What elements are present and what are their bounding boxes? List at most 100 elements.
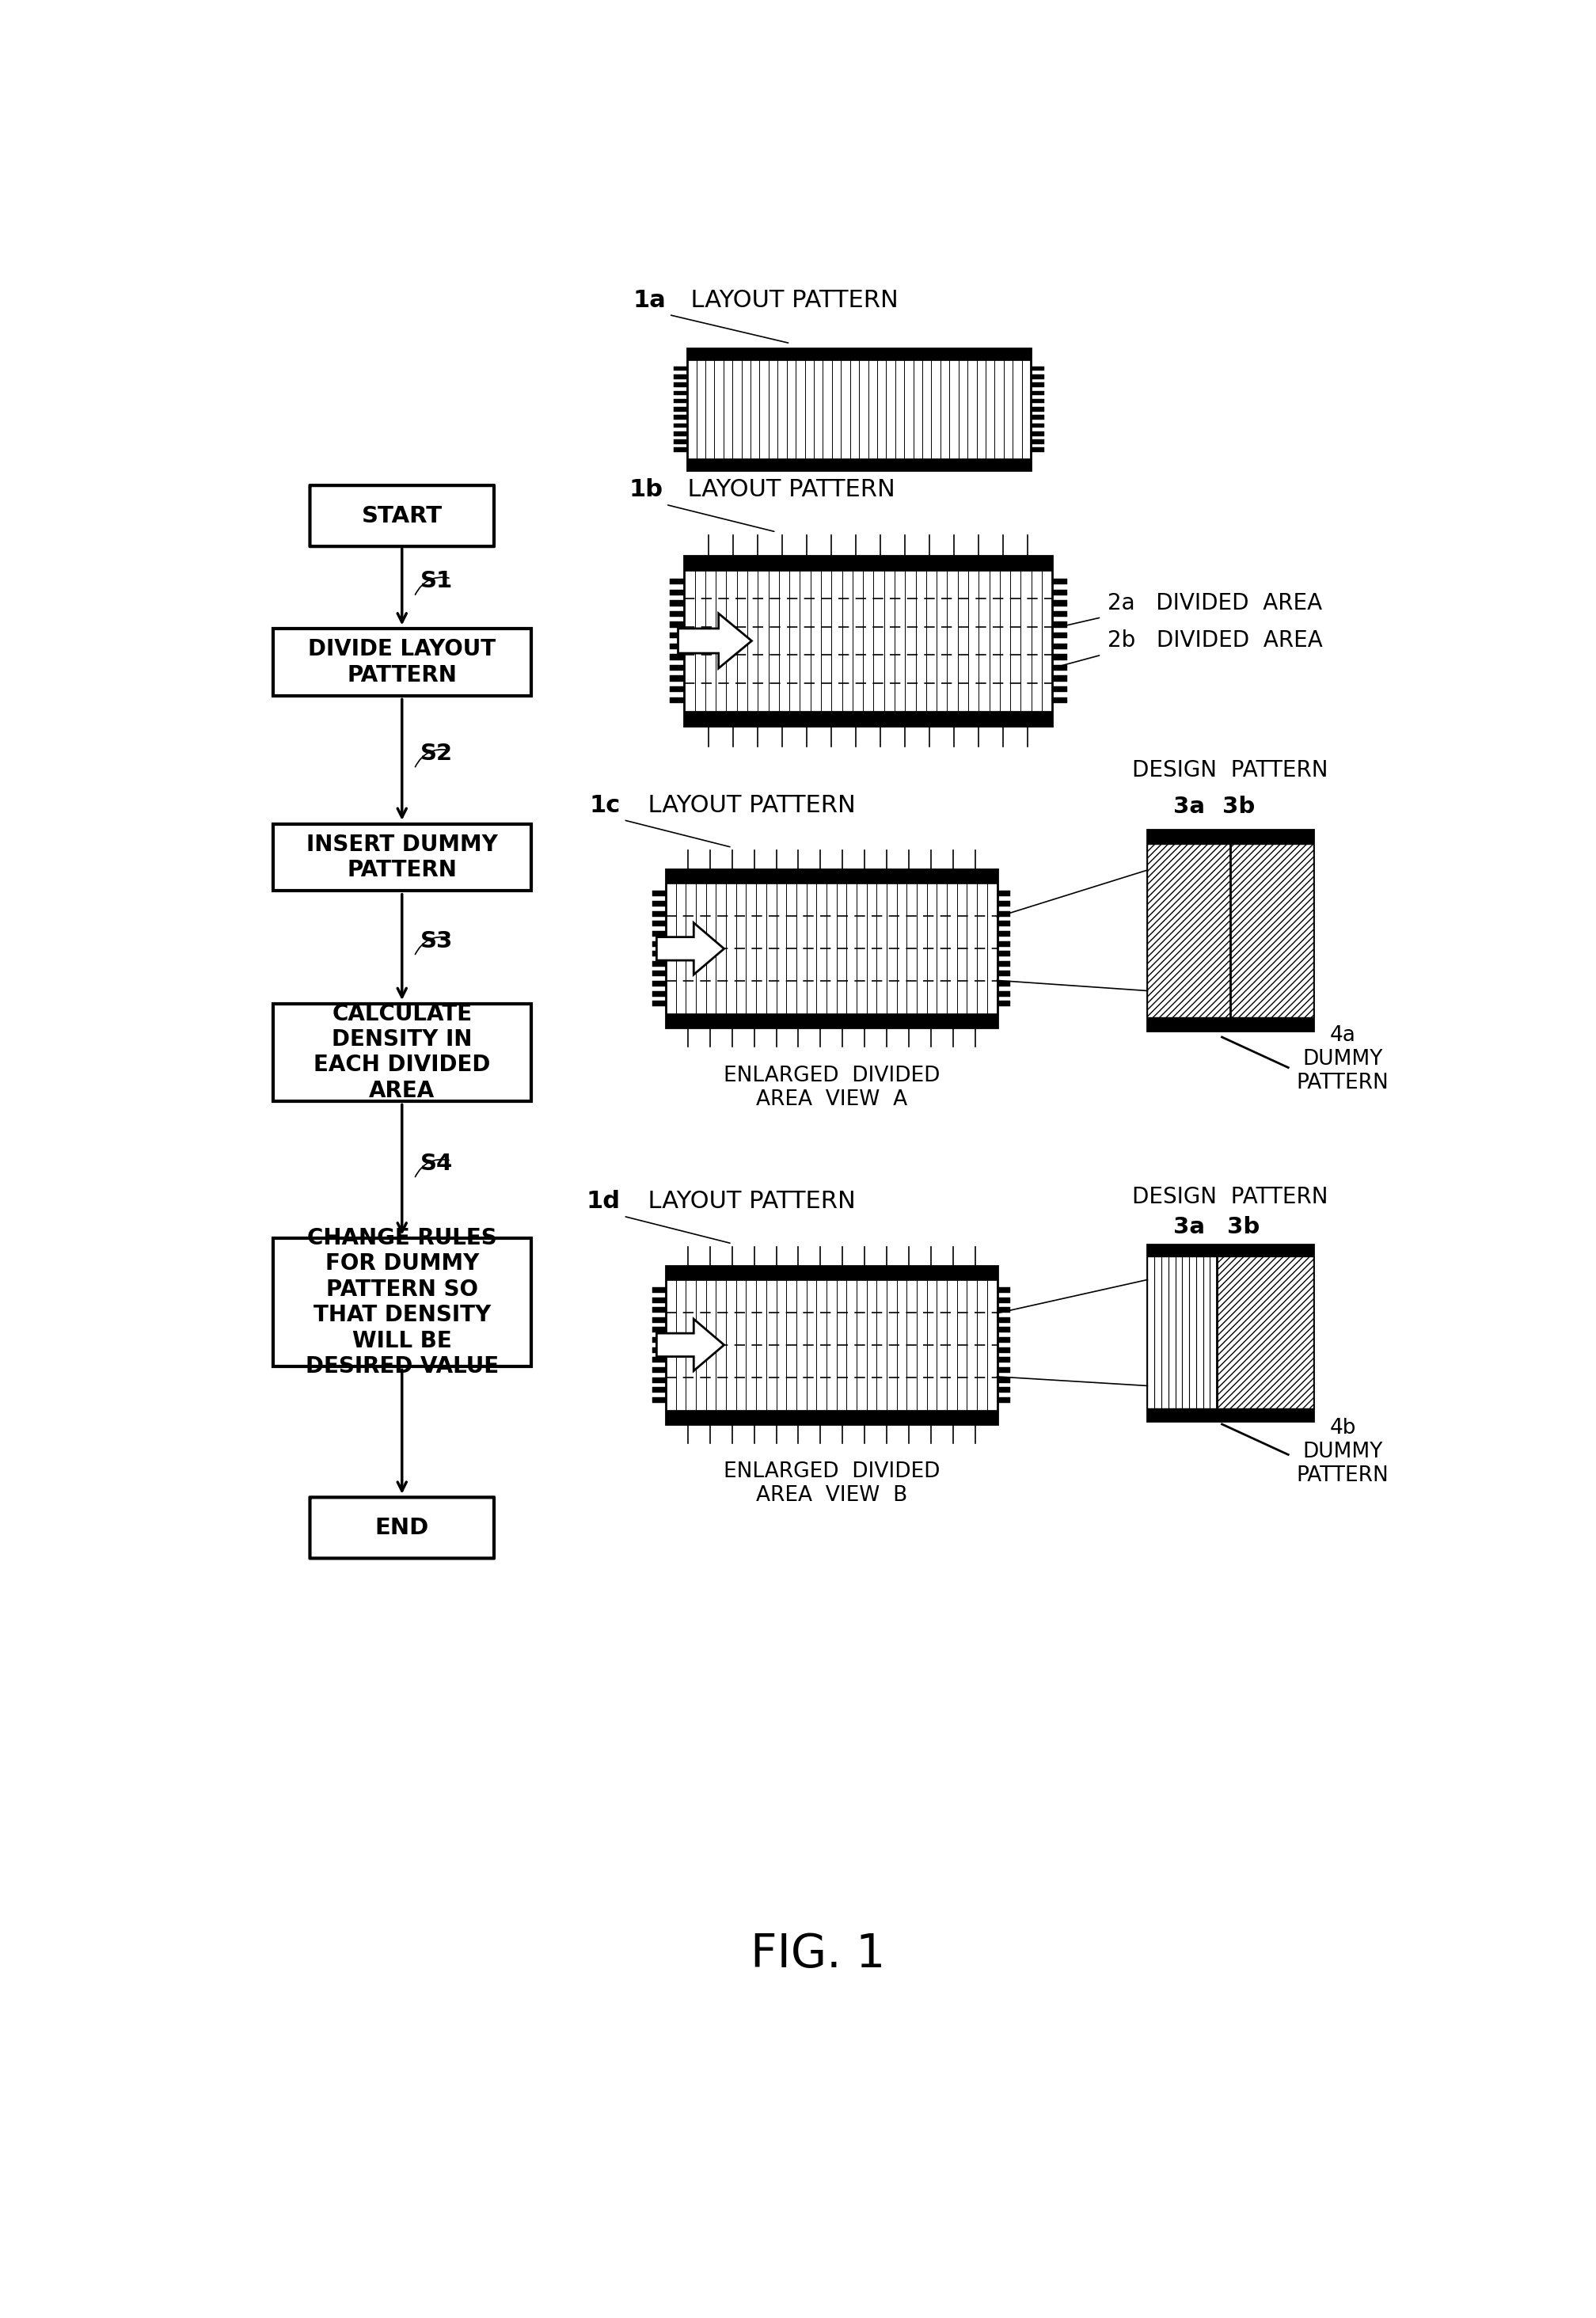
- Bar: [685, 712, 1052, 726]
- Bar: [1031, 392, 1045, 394]
- Text: LAYOUT PATTERN: LAYOUT PATTERN: [632, 795, 855, 816]
- Text: S3: S3: [420, 930, 453, 953]
- Bar: [666, 1409, 998, 1423]
- Bar: [1052, 654, 1068, 661]
- Bar: [669, 654, 685, 661]
- Bar: [674, 415, 688, 420]
- Bar: [653, 1317, 666, 1324]
- Bar: [1031, 431, 1045, 436]
- Bar: [674, 408, 688, 413]
- Bar: [688, 459, 1031, 471]
- Bar: [653, 1377, 666, 1382]
- Bar: [685, 556, 1052, 726]
- Bar: [688, 348, 1031, 362]
- Bar: [674, 399, 688, 403]
- Bar: [653, 990, 666, 997]
- Bar: [653, 1347, 666, 1354]
- Bar: [669, 600, 685, 605]
- Bar: [1052, 589, 1068, 596]
- Text: LAYOUT PATTERN: LAYOUT PATTERN: [672, 478, 895, 501]
- Bar: [998, 981, 1010, 987]
- Text: START: START: [362, 505, 442, 526]
- Bar: [669, 665, 685, 670]
- Bar: [1052, 698, 1068, 702]
- Bar: [669, 644, 685, 649]
- Bar: [1148, 1245, 1314, 1256]
- Bar: [669, 675, 685, 681]
- Text: LAYOUT PATTERN: LAYOUT PATTERN: [632, 1189, 855, 1212]
- Bar: [666, 1266, 998, 1423]
- Bar: [998, 1356, 1010, 1363]
- Bar: [1052, 675, 1068, 681]
- Bar: [998, 941, 1010, 946]
- Bar: [653, 971, 666, 976]
- Text: FIG. 1: FIG. 1: [750, 1931, 886, 1977]
- Text: INSERT DUMMY
PATTERN: INSERT DUMMY PATTERN: [306, 834, 498, 881]
- Text: S4: S4: [420, 1152, 453, 1175]
- Bar: [653, 920, 666, 927]
- Bar: [1031, 440, 1045, 445]
- Bar: [653, 1328, 666, 1333]
- Bar: [998, 920, 1010, 927]
- Text: ENLARGED  DIVIDED
AREA  VIEW  A: ENLARGED DIVIDED AREA VIEW A: [723, 1066, 940, 1110]
- Bar: [685, 556, 1052, 570]
- Bar: [669, 612, 685, 617]
- Bar: [1031, 447, 1045, 452]
- Bar: [653, 1337, 666, 1342]
- Bar: [674, 392, 688, 394]
- Text: END: END: [375, 1516, 429, 1539]
- Bar: [273, 1238, 531, 1365]
- Bar: [998, 1307, 1010, 1312]
- Text: ENLARGED  DIVIDED
AREA  VIEW  B: ENLARGED DIVIDED AREA VIEW B: [723, 1460, 940, 1507]
- Bar: [1148, 1409, 1314, 1421]
- Bar: [273, 1004, 531, 1101]
- Bar: [1031, 424, 1045, 429]
- Bar: [653, 1356, 666, 1363]
- Text: 4b
DUMMY
PATTERN: 4b DUMMY PATTERN: [1296, 1419, 1389, 1486]
- Bar: [674, 440, 688, 445]
- Text: DESIGN  PATTERN: DESIGN PATTERN: [1132, 758, 1328, 781]
- Bar: [998, 1001, 1010, 1006]
- Bar: [998, 1386, 1010, 1393]
- Bar: [666, 1013, 998, 1027]
- Bar: [1148, 1245, 1314, 1421]
- Bar: [998, 1317, 1010, 1324]
- Text: 1a: 1a: [632, 290, 666, 311]
- Bar: [653, 932, 666, 936]
- Bar: [998, 1347, 1010, 1354]
- Bar: [998, 1377, 1010, 1382]
- Bar: [1052, 621, 1068, 628]
- Text: 2a   DIVIDED  AREA: 2a DIVIDED AREA: [1108, 591, 1321, 614]
- Bar: [1031, 366, 1045, 371]
- Bar: [1052, 612, 1068, 617]
- Bar: [1148, 1256, 1218, 1409]
- Text: 3a: 3a: [1173, 795, 1205, 818]
- Bar: [1052, 686, 1068, 693]
- Bar: [674, 431, 688, 436]
- Bar: [674, 366, 688, 371]
- Bar: [1031, 415, 1045, 420]
- Bar: [653, 1307, 666, 1312]
- Text: 2b   DIVIDED  AREA: 2b DIVIDED AREA: [1108, 630, 1323, 651]
- Text: CHANGE RULES
FOR DUMMY
PATTERN SO
THAT DENSITY
WILL BE
DESIRED VALUE: CHANGE RULES FOR DUMMY PATTERN SO THAT D…: [305, 1226, 498, 1377]
- Bar: [653, 1298, 666, 1303]
- Bar: [1148, 830, 1314, 1032]
- Bar: [998, 902, 1010, 906]
- Bar: [998, 1368, 1010, 1372]
- Bar: [669, 686, 685, 693]
- Bar: [1052, 633, 1068, 637]
- Bar: [653, 890, 666, 897]
- Bar: [674, 382, 688, 387]
- Bar: [653, 902, 666, 906]
- Bar: [653, 962, 666, 967]
- Bar: [1052, 580, 1068, 584]
- Bar: [1052, 665, 1068, 670]
- Text: 3a: 3a: [1173, 1217, 1205, 1238]
- Text: DESIGN  PATTERN: DESIGN PATTERN: [1132, 1184, 1328, 1208]
- Bar: [653, 1368, 666, 1372]
- Text: 1b: 1b: [629, 478, 662, 501]
- Bar: [273, 823, 531, 890]
- Bar: [666, 1266, 998, 1280]
- Bar: [998, 1337, 1010, 1342]
- Bar: [1148, 844, 1231, 1018]
